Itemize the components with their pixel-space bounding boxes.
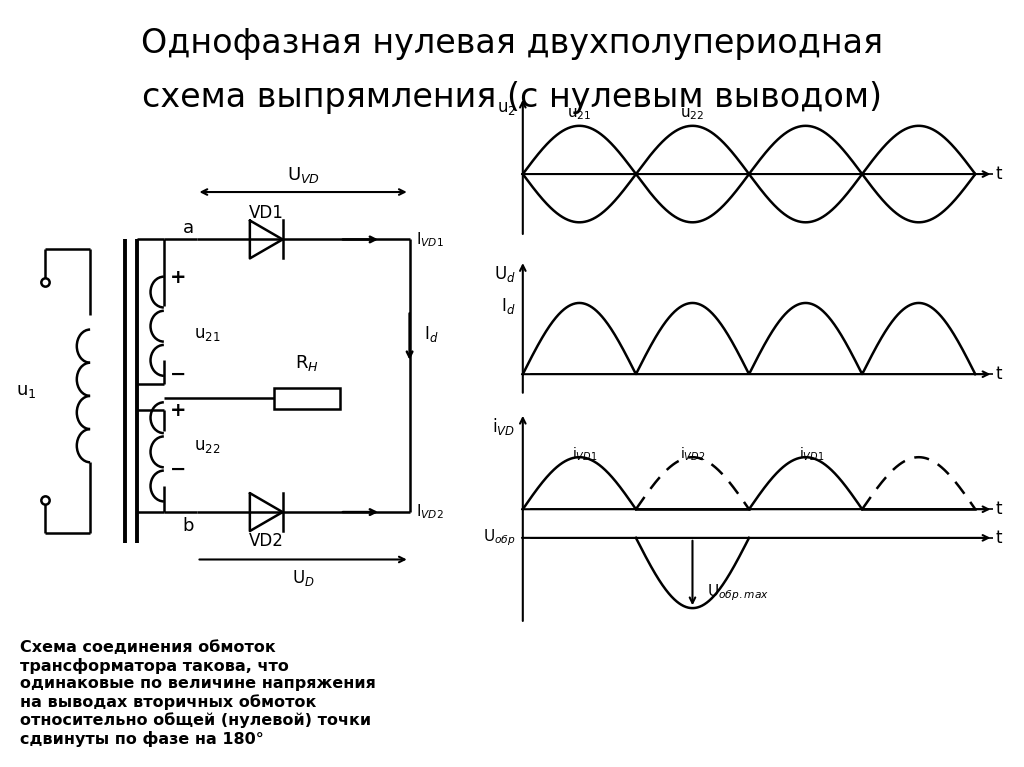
Text: U$_{обр}$: U$_{обр}$: [483, 528, 516, 548]
Text: i$_{VD1}$: i$_{VD1}$: [799, 446, 824, 463]
Text: u$_{21}$: u$_{21}$: [567, 107, 592, 122]
Text: a: a: [183, 219, 194, 236]
Text: U$_D$: U$_D$: [292, 568, 314, 588]
Text: i$_{VD2}$: i$_{VD2}$: [680, 446, 706, 463]
Text: b: b: [182, 517, 195, 535]
Text: −: −: [170, 460, 186, 479]
Text: u$_{22}$: u$_{22}$: [194, 436, 220, 455]
Text: +: +: [170, 268, 186, 287]
Text: VD1: VD1: [249, 204, 284, 222]
Text: −: −: [170, 365, 186, 384]
Text: I$_{VD2}$: I$_{VD2}$: [416, 502, 444, 522]
Text: U$_{обр.max}$: U$_{обр.max}$: [707, 582, 769, 603]
Text: i$_{VD}$: i$_{VD}$: [493, 416, 516, 436]
Text: t: t: [995, 529, 1001, 547]
Text: I$_{VD1}$: I$_{VD1}$: [416, 230, 444, 249]
Text: u$_2$: u$_2$: [497, 99, 516, 117]
Text: t: t: [995, 500, 1001, 518]
Text: I$_d$: I$_d$: [501, 296, 516, 316]
Bar: [274, 387, 340, 409]
Text: i$_{VD1}$: i$_{VD1}$: [572, 446, 598, 463]
Text: +: +: [170, 400, 186, 420]
Text: VD2: VD2: [249, 532, 284, 549]
Text: схема выпрямления (с нулевым выводом): схема выпрямления (с нулевым выводом): [142, 81, 882, 114]
Text: u$_1$: u$_1$: [16, 382, 37, 400]
Text: t: t: [995, 365, 1001, 384]
Text: I$_d$: I$_d$: [424, 324, 438, 344]
Text: R$_H$: R$_H$: [295, 353, 319, 373]
Text: t: t: [995, 165, 1001, 183]
Text: Схема соединения обмоток
трансформатора такова, что
одинаковые по величине напря: Схема соединения обмоток трансформатора …: [20, 640, 377, 746]
Text: u$_{22}$: u$_{22}$: [680, 107, 705, 122]
Text: U$_{VD}$: U$_{VD}$: [287, 166, 319, 186]
Text: U$_d$: U$_d$: [494, 264, 516, 284]
Text: u$_{21}$: u$_{21}$: [194, 325, 220, 344]
Text: Однофазная нулевая двухполупериодная: Однофазная нулевая двухполупериодная: [141, 27, 883, 60]
